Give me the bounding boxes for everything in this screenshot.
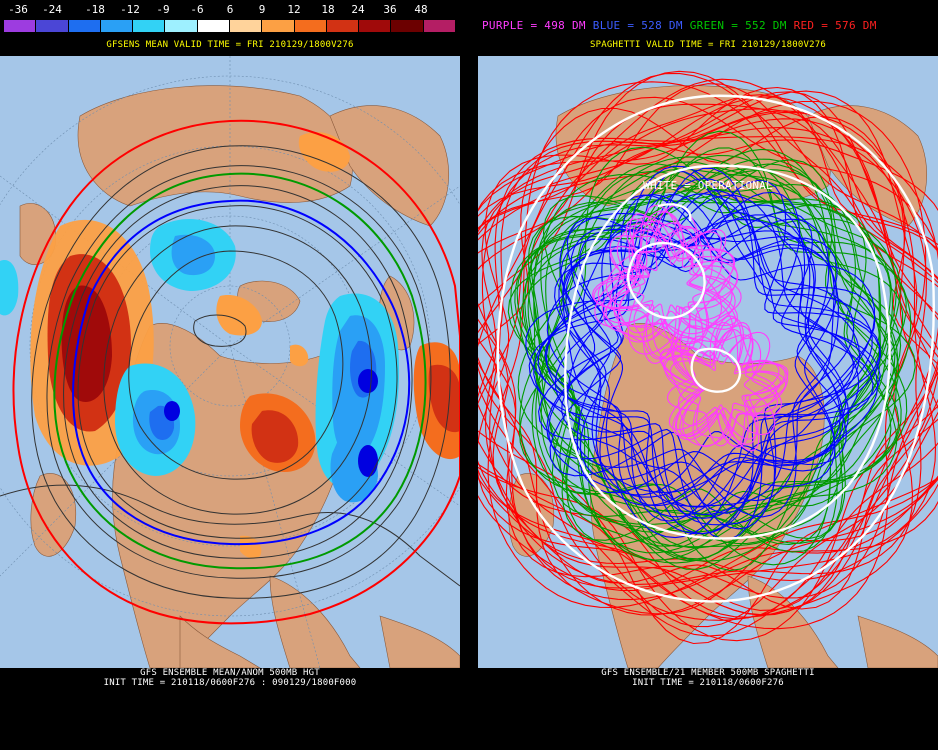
scale-label: -9 bbox=[156, 3, 170, 16]
mean-footer-init: INIT TIME = 210118/0600F276 : 090129/180… bbox=[103, 678, 357, 688]
legend-purple: PURPLE = 498 DM bbox=[482, 19, 586, 32]
ensemble-member-line bbox=[478, 111, 938, 601]
scale-label: -36 bbox=[8, 3, 28, 16]
colorbar-swatch bbox=[4, 20, 37, 32]
ensemble-mean-panel: -36 -24 -18 -12 -9 -6 6 9 12 18 24 36 48… bbox=[0, 0, 460, 750]
colorbar-swatch bbox=[197, 20, 230, 32]
anomaly-scale-labels: -36 -24 -18 -12 -9 -6 6 9 12 18 24 36 48 bbox=[0, 3, 460, 17]
scale-label: -24 bbox=[42, 3, 62, 16]
ensemble-member-line bbox=[478, 96, 938, 616]
ensemble-member-line bbox=[519, 146, 897, 566]
operational-legend: WHITE = OPERATIONAL bbox=[643, 179, 773, 192]
ensemble-member-line bbox=[478, 136, 938, 621]
ensemble-member-line bbox=[537, 193, 847, 522]
ensemble-member-line bbox=[516, 130, 907, 553]
ensemble-member-line bbox=[478, 107, 938, 645]
ensemble-member-line bbox=[616, 223, 738, 355]
ensemble-member-line bbox=[478, 86, 938, 616]
ensemble-member-line bbox=[545, 193, 861, 519]
colorbar-swatch bbox=[100, 20, 134, 32]
colorbar-swatch bbox=[262, 20, 295, 32]
scale-label: 18 bbox=[321, 3, 335, 16]
spaghetti-footer-title: GFS ENSEMBLE/21 MEMBER 500MB SPAGHETTI bbox=[601, 668, 815, 678]
legend-red: RED = 576 DM bbox=[793, 19, 877, 32]
colorbar-swatch bbox=[133, 20, 166, 32]
spaghetti-lines bbox=[478, 70, 938, 645]
ensemble-member-line bbox=[487, 81, 938, 608]
spaghetti-map bbox=[478, 56, 938, 668]
colorbar-swatch bbox=[359, 20, 392, 32]
ensemble-member-line bbox=[617, 220, 733, 343]
scale-label: 9 bbox=[258, 3, 266, 16]
ensemble-member-line bbox=[478, 91, 938, 615]
colorbar-swatch bbox=[326, 20, 360, 32]
ensemble-member-line bbox=[559, 212, 876, 539]
scale-label: -12 bbox=[120, 3, 140, 16]
colorbar-swatch bbox=[294, 20, 327, 32]
scale-label: 24 bbox=[351, 3, 365, 16]
ensemble-member-line bbox=[609, 222, 723, 335]
scale-label: 6 bbox=[226, 3, 234, 16]
ensemble-member-line bbox=[605, 227, 713, 345]
mean-valid-time: GFSENS MEAN VALID TIME = FRI 210129/1800… bbox=[106, 40, 354, 50]
ensemble-member-line bbox=[538, 211, 874, 516]
colorbar-swatch bbox=[423, 20, 456, 32]
mean-footer-title: GFS ENSEMBLE MEAN/ANOM 500MB HGT bbox=[140, 668, 320, 678]
legend-green: GREEN = 552 DM bbox=[689, 19, 787, 32]
ensemble-member-line bbox=[478, 100, 927, 630]
ensemble-member-line bbox=[558, 204, 850, 506]
scale-label: 12 bbox=[287, 3, 301, 16]
mean-anomaly-map bbox=[0, 56, 460, 668]
spaghetti-valid-time: SPAGHETTI VALID TIME = FRI 210129/1800V2… bbox=[590, 40, 826, 50]
scale-label: 36 bbox=[383, 3, 397, 16]
ensemble-member-line bbox=[567, 194, 839, 518]
colorbar-swatch bbox=[36, 20, 69, 32]
ensemble-member-line bbox=[528, 154, 904, 546]
ensemble-member-line bbox=[562, 236, 835, 507]
ensemble-member-line bbox=[478, 110, 938, 620]
ensemble-member-line bbox=[522, 183, 881, 549]
scale-label: -6 bbox=[190, 3, 204, 16]
ensemble-member-line bbox=[478, 94, 938, 610]
ensemble-member-line bbox=[527, 159, 900, 547]
spaghetti-legend: PURPLE = 498 DM BLUE = 528 DM GREEN = 55… bbox=[482, 19, 938, 32]
ensemble-member-line bbox=[609, 225, 731, 352]
ensemble-member-line bbox=[565, 214, 841, 498]
ensemble-member-line bbox=[525, 167, 881, 535]
ensemble-member-line bbox=[594, 204, 734, 343]
colorbar-swatch bbox=[68, 20, 101, 32]
colorbar-swatch bbox=[229, 20, 263, 32]
ensemble-member-line bbox=[609, 235, 736, 360]
scale-label: -18 bbox=[85, 3, 105, 16]
ensemble-member-line bbox=[546, 194, 860, 518]
ensemble-member-line bbox=[544, 193, 837, 507]
ensemble-member-line bbox=[478, 90, 918, 618]
spaghetti-footer-init: INIT TIME = 210118/0600F276 bbox=[632, 678, 784, 688]
key-contours bbox=[12, 119, 460, 625]
operational-contours bbox=[496, 94, 935, 603]
ensemble-member-line bbox=[528, 171, 876, 526]
scale-label: 48 bbox=[414, 3, 428, 16]
ensemble-member-line bbox=[517, 171, 892, 562]
ensemble-member-line bbox=[593, 218, 738, 359]
ensemble-member-line bbox=[570, 218, 836, 494]
ensemble-member-line bbox=[554, 190, 855, 502]
ensemble-member-line bbox=[518, 163, 882, 544]
ensemble-member-line bbox=[540, 168, 896, 545]
colorbar-swatch bbox=[391, 20, 424, 32]
ensemble-member-line bbox=[666, 335, 778, 447]
ensemble-member-line bbox=[662, 321, 780, 440]
legend-blue: BLUE = 528 DM bbox=[592, 19, 683, 32]
anomaly-colorbar bbox=[4, 20, 456, 32]
ensemble-member-line bbox=[673, 334, 782, 447]
height-contours bbox=[0, 145, 460, 599]
colorbar-swatch bbox=[165, 20, 198, 32]
ensemble-member-line bbox=[478, 103, 938, 628]
negative-anomalies bbox=[0, 218, 400, 503]
spaghetti-panel: PURPLE = 498 DM BLUE = 528 DM GREEN = 55… bbox=[478, 0, 938, 750]
